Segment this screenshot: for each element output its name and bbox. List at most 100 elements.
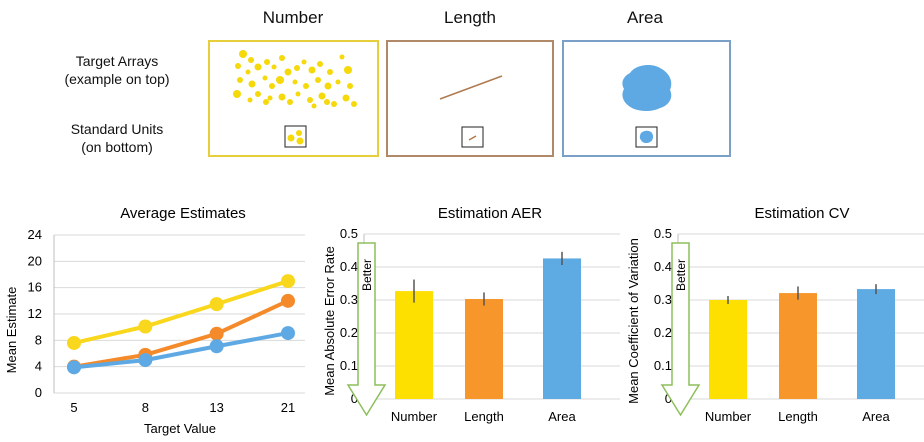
row-label-standard-line2: (on bottom) — [81, 139, 153, 155]
series-point-0 — [138, 319, 153, 334]
y-tick-label: 0.2 — [654, 325, 672, 340]
column-header-number: Number — [262, 8, 324, 27]
number-target-dot — [262, 75, 268, 81]
x-axis-label: Target Value — [144, 421, 216, 436]
number-target-dot — [269, 83, 275, 89]
number-target-dot — [318, 92, 326, 100]
number-target-dot — [294, 65, 300, 71]
number-target-dot — [248, 80, 256, 88]
column-header-length: Length — [444, 8, 496, 27]
area-stimulus-panel — [562, 40, 731, 157]
row-label-standard-line1: Standard Units — [70, 121, 164, 137]
series-point-0 — [209, 297, 224, 312]
number-standard-unit-box — [284, 125, 307, 148]
number-target-dot — [235, 63, 241, 69]
better-label: Better — [674, 259, 688, 291]
number-target-dot — [278, 93, 286, 101]
better-arrow: Better — [346, 242, 387, 417]
x-tick-label: Length — [778, 409, 818, 424]
series-point-1 — [209, 326, 224, 341]
number-target-dot — [317, 61, 323, 67]
number-target-dot — [331, 101, 337, 107]
better-arrow-shape — [660, 242, 701, 417]
number-target-dot — [342, 94, 350, 102]
estimation-aer-svg: Estimation AER 0 0.1 0.2 0.3 0.4 0.5 Number Le… — [322, 205, 620, 424]
y-tick-label: 20 — [28, 253, 42, 268]
series-point-2 — [67, 360, 81, 375]
bar-area — [543, 258, 581, 399]
number-target-dot — [264, 59, 270, 65]
number-target-dot — [344, 66, 352, 74]
number-target-dot — [327, 69, 333, 75]
y-axis-label: Mean Estimate — [4, 287, 19, 374]
number-target-dot — [239, 50, 247, 58]
number-target-dot — [233, 90, 241, 98]
number-target-dot — [245, 69, 251, 75]
number-target-dot — [351, 101, 357, 107]
estimation-cv-svg: Estimation CV 0 0.1 0.2 0.3 0.4 0.5 Number Len… — [626, 205, 924, 424]
number-target-dot — [307, 97, 313, 103]
number-target-dot — [237, 77, 243, 83]
bar-number — [709, 300, 747, 399]
y-tick-label: 0.3 — [340, 292, 358, 307]
chart-estimation-cv: Estimation CV 0 0.1 0.2 0.3 0.4 0.5 Number Len… — [624, 195, 924, 437]
series-point-2 — [209, 339, 224, 354]
number-target-dot — [284, 68, 292, 76]
number-stimulus-panel — [208, 40, 379, 157]
number-target-dot — [247, 97, 253, 103]
bar-length — [465, 299, 503, 399]
y-tick-label: 0.5 — [654, 226, 672, 241]
y-tick-label: 0 — [351, 391, 358, 406]
series-point-2 — [138, 353, 153, 368]
y-tick-label: 0.4 — [654, 259, 672, 274]
x-tick-label: Length — [464, 409, 504, 424]
bar-length — [779, 293, 817, 399]
series-point-2 — [281, 326, 295, 341]
number-target-dot — [335, 79, 341, 85]
number-target-dot — [339, 54, 345, 60]
average-estimates-svg: Average Estimates 0 4 8 12 16 20 24 5 8 13 21 Tar… — [4, 205, 305, 436]
series-point-1 — [281, 293, 295, 308]
chart-average-estimates: Average Estimates 0 4 8 12 16 20 24 5 8 13 21 Tar… — [0, 195, 330, 437]
x-tick-label: Area — [862, 409, 890, 424]
number-target-dot — [292, 79, 298, 85]
y-tick-label: 0 — [35, 385, 42, 400]
y-axis-label: Mean Absolute Error Rate — [322, 246, 337, 396]
series-line-2 — [73, 331, 289, 370]
area-blob-stimulus — [622, 65, 672, 148]
y-tick-label: 0.5 — [340, 226, 358, 241]
number-target-dot — [248, 57, 254, 63]
length-target-line — [439, 75, 503, 100]
y-tick-label: 12 — [28, 306, 42, 321]
better-arrow-shape — [346, 242, 387, 417]
y-tick-label: 8 — [35, 332, 42, 347]
y-tick-label: 0 — [665, 391, 672, 406]
number-target-dot — [315, 77, 321, 83]
length-standard-unit-box — [461, 126, 484, 148]
length-standard-unit-line — [468, 135, 477, 141]
y-tick-label: 0.2 — [340, 325, 358, 340]
number-target-dot — [279, 55, 285, 61]
number-standard-unit-dots — [287, 130, 304, 145]
series-point-0 — [67, 335, 81, 350]
number-target-dot — [295, 91, 301, 97]
number-target-dot — [303, 83, 309, 89]
y-tick-label: 0.4 — [340, 259, 358, 274]
number-target-dot — [308, 66, 316, 74]
number-target-dot — [324, 99, 330, 105]
length-line-stimulus — [439, 75, 503, 148]
number-target-dot — [347, 83, 353, 89]
number-target-dot — [271, 64, 277, 70]
area-standard-unit-blob — [639, 130, 654, 144]
number-target-dot — [263, 99, 269, 105]
y-axis-label: Mean Coefficient of Variation — [626, 238, 641, 404]
row-label-target-line2: (example on top) — [64, 71, 170, 87]
y-tick-label: 0.3 — [654, 292, 672, 307]
chart-title: Average Estimates — [120, 205, 246, 222]
series-line-1 — [73, 299, 289, 369]
y-tick-label: 0.1 — [340, 358, 358, 373]
x-tick-label: 5 — [70, 400, 77, 415]
x-tick-label: 21 — [281, 400, 295, 415]
chart-title: Estimation CV — [754, 205, 849, 222]
length-stimulus-panel — [386, 40, 554, 157]
